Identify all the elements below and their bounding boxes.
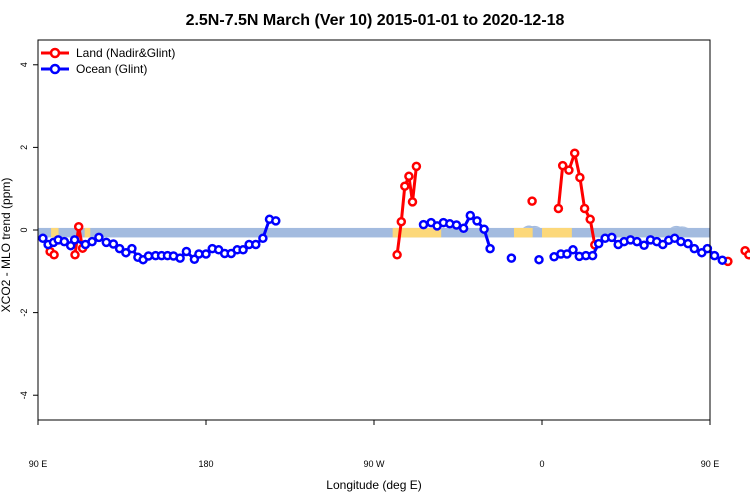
data-point bbox=[579, 203, 590, 214]
y-tick-label: 2 bbox=[19, 145, 29, 150]
data-point bbox=[411, 161, 422, 172]
data-point bbox=[587, 250, 598, 261]
x-tick-label: 90 W bbox=[363, 459, 385, 469]
data-point bbox=[114, 243, 125, 254]
data-point bbox=[557, 160, 568, 171]
y-tick-label: -2 bbox=[19, 309, 29, 317]
data-point bbox=[553, 203, 564, 214]
x-tick-label: 0 bbox=[539, 459, 544, 469]
terrain-bump bbox=[528, 225, 541, 228]
data-point bbox=[465, 210, 476, 221]
x-tick-label: 90 E bbox=[29, 459, 48, 469]
legend-marker bbox=[49, 63, 61, 75]
terrain-bump bbox=[676, 226, 688, 228]
data-point bbox=[689, 243, 700, 254]
y-axis: -4 -2 0 2 4 bbox=[19, 62, 38, 399]
data-point bbox=[59, 236, 70, 247]
data-point bbox=[564, 165, 574, 175]
data-point bbox=[400, 181, 410, 191]
data-point bbox=[392, 250, 402, 260]
background-band bbox=[38, 225, 710, 238]
legend-marker bbox=[49, 47, 61, 59]
data-point bbox=[271, 216, 281, 226]
data-point bbox=[70, 250, 80, 260]
data-point bbox=[121, 247, 131, 258]
y-tick-label: -4 bbox=[19, 391, 29, 399]
land-band-segment bbox=[542, 227, 572, 238]
data-point bbox=[562, 249, 572, 259]
data-point bbox=[593, 238, 604, 249]
legend-label: Ocean (Glint) bbox=[76, 62, 147, 76]
data-point bbox=[569, 148, 580, 158]
data-point bbox=[658, 239, 668, 250]
x-tick-label: 180 bbox=[198, 459, 213, 469]
data-point bbox=[472, 216, 482, 226]
land-band-segment bbox=[84, 227, 91, 238]
data-point bbox=[639, 240, 649, 251]
land-band-segment bbox=[392, 227, 442, 238]
data-point bbox=[108, 239, 119, 249]
data-point bbox=[127, 243, 137, 254]
data-point bbox=[418, 219, 429, 230]
data-point bbox=[458, 223, 469, 234]
x-axis: 90 E 180 90 W 0 90 E bbox=[29, 420, 720, 469]
data-point bbox=[201, 249, 211, 259]
data-point bbox=[702, 243, 713, 254]
data-point bbox=[238, 245, 248, 255]
data-point bbox=[607, 232, 617, 243]
data-point bbox=[258, 233, 268, 244]
ocean-series bbox=[38, 210, 728, 265]
legend: Land (Nadir&Glint) Ocean (Glint) bbox=[41, 46, 175, 76]
ocean-band bbox=[38, 227, 710, 238]
legend-label: Land (Nadir&Glint) bbox=[76, 46, 175, 60]
y-axis-label: XCO2 - MLO trend (ppm) bbox=[0, 178, 13, 313]
y-tick-label: 4 bbox=[19, 62, 29, 67]
data-point bbox=[451, 220, 462, 230]
data-point bbox=[181, 246, 192, 257]
data-point bbox=[404, 171, 414, 182]
land-band-segment bbox=[51, 227, 59, 238]
data-point bbox=[683, 238, 693, 249]
x-axis-label: Longitude (deg E) bbox=[326, 478, 421, 492]
data-point bbox=[585, 214, 595, 225]
data-point bbox=[568, 245, 578, 255]
land-band-segment bbox=[514, 227, 533, 238]
data-point bbox=[73, 221, 84, 232]
y-tick-label: 0 bbox=[19, 227, 29, 232]
series-line bbox=[49, 151, 750, 256]
data-point bbox=[49, 250, 59, 260]
data-point bbox=[717, 255, 728, 265]
data-point bbox=[38, 233, 48, 244]
data-point bbox=[479, 224, 489, 234]
data-point bbox=[87, 236, 97, 247]
land-series bbox=[45, 148, 750, 267]
data-point bbox=[534, 254, 544, 265]
data-point bbox=[175, 253, 185, 263]
data-point bbox=[407, 197, 418, 207]
series-layer bbox=[38, 148, 750, 267]
data-point bbox=[632, 236, 642, 247]
data-point bbox=[94, 232, 104, 243]
data-point bbox=[744, 250, 750, 260]
data-point bbox=[709, 250, 720, 261]
data-point bbox=[527, 196, 537, 206]
x-tick-label: 90 E bbox=[701, 459, 720, 469]
data-point bbox=[575, 172, 585, 183]
data-point bbox=[485, 243, 495, 254]
data-point bbox=[69, 235, 80, 245]
chart-title: 2.5N-7.5N March (Ver 10) 2015-01-01 to 2… bbox=[186, 12, 565, 29]
data-point bbox=[506, 253, 517, 263]
data-point bbox=[251, 239, 261, 250]
data-point bbox=[396, 216, 407, 227]
